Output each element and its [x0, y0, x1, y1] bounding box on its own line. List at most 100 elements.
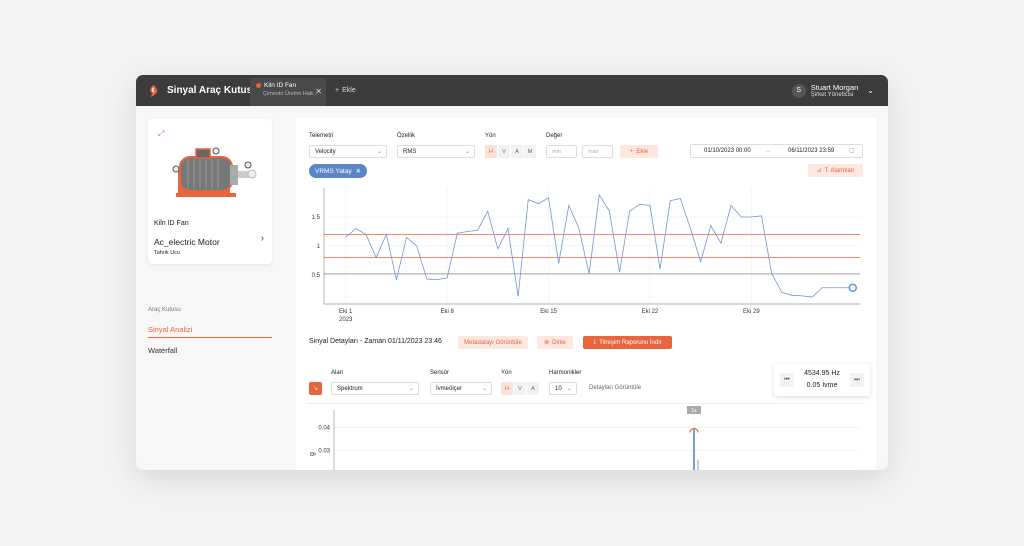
- area-label: Alan: [331, 370, 344, 376]
- tab-title: Kiln ID Fan: [264, 82, 297, 89]
- alarms-button[interactable]: ⊿ T. Alarmları: [808, 164, 863, 177]
- chevron-down-icon: ⌄: [481, 386, 487, 392]
- rms-trend-chart[interactable]: 0.5 1 1.5 Eki 1 2023 Eki 8 Eki 15 Eki 22 Eki 29: [306, 180, 871, 330]
- asset-sub: Tahrik Ucu: [154, 250, 180, 256]
- direction-h[interactable]: H: [485, 145, 497, 158]
- chevron-down-icon: ⌄: [464, 149, 470, 155]
- sensor-value: İvmeölçer: [436, 386, 463, 392]
- report-label: Titreşim Raporunu İndir: [599, 339, 662, 346]
- sidebar-item-waterfall[interactable]: Waterfall: [148, 346, 178, 355]
- area-value: Spektrum: [337, 386, 363, 392]
- metadata-button[interactable]: Metadatayı Görüntüle: [458, 336, 528, 349]
- x-tick-label: Eki 1: [339, 309, 353, 315]
- direction-m[interactable]: M: [524, 145, 536, 158]
- telemetry-select[interactable]: Velocity ⌄: [309, 145, 387, 158]
- last-point-marker: [848, 283, 858, 293]
- next-icon[interactable]: ⏭: [850, 373, 864, 387]
- close-icon[interactable]: ✕: [355, 168, 362, 175]
- close-circle-icon: ⊗: [544, 340, 550, 346]
- y-tick-label: 1.5: [312, 215, 321, 221]
- harmonics-label: Harmonikler: [549, 370, 582, 376]
- direction-toggle: H V A M: [485, 145, 536, 158]
- direction-h[interactable]: H: [501, 382, 513, 395]
- chevron-down-icon: ⌄: [376, 149, 382, 155]
- telemetry-label: Telemetri: [309, 133, 334, 139]
- min-input[interactable]: min: [546, 145, 577, 158]
- feature-select[interactable]: RMS ⌄: [397, 145, 475, 158]
- tab-kiln-id-fan[interactable]: Kiln ID Fan Çimento Üretim Hatt... ✕: [250, 78, 326, 106]
- add-filter-label: Ekle: [636, 148, 649, 155]
- max-input[interactable]: max: [582, 145, 613, 158]
- signal-details-title: Sinyal Detayları - Zaman 01/11/2023 23:4…: [309, 338, 442, 345]
- y-axis-label: g: [309, 452, 316, 456]
- feature-value: RMS: [403, 149, 417, 155]
- direction-v[interactable]: V: [498, 145, 510, 158]
- user-menu[interactable]: S Stuart Morgan Şirket Yöneticisi ⌄: [791, 75, 874, 106]
- main-panel: Telemetri Velocity ⌄ Özellik RMS ⌄ Yön H…: [296, 118, 876, 470]
- chart-icon: ⊿: [816, 168, 822, 174]
- listen-button[interactable]: ⊗ Dinle: [537, 336, 573, 349]
- sidebar-section-label: Araç Kutusu: [148, 307, 181, 313]
- user-name: Stuart Morgan: [810, 83, 859, 92]
- chevron-down-icon: ⌄: [566, 386, 572, 392]
- details-direction-label: Yön: [501, 370, 512, 376]
- telemetry-value: Velocity: [315, 149, 336, 155]
- expand-icon[interactable]: ⤢: [158, 129, 165, 138]
- date-end: 06/11/2023 23:59: [788, 148, 835, 154]
- close-icon[interactable]: ✕: [315, 87, 322, 96]
- date-range-picker[interactable]: 01/10/2023 00:00 → 06/11/2023 23:59 ▢: [690, 144, 863, 158]
- previous-icon[interactable]: ⏮: [780, 373, 794, 387]
- area-select[interactable]: Spektrum ⌄: [331, 382, 419, 395]
- asset-card[interactable]: ⤢ Kiln ID Fan Ac_electric Motor: [148, 119, 272, 264]
- view-details-link[interactable]: Detayları Görüntüle: [589, 385, 642, 391]
- frequency-readout: ⏮ 4534.95 Hz 0.05 İvme ⏭: [774, 364, 870, 396]
- value-label: Değer: [546, 133, 563, 139]
- series-line: [345, 193, 853, 298]
- y-tick-label: 1: [317, 244, 321, 250]
- series-chip[interactable]: VRMS Yatay ✕: [309, 164, 368, 178]
- brand[interactable]: Sinyal Araç Kutusu: [148, 75, 258, 106]
- add-tab-label: Ekle: [342, 87, 356, 94]
- add-filter-button[interactable]: + Ekle: [620, 145, 658, 158]
- details-direction-toggle: H V A: [501, 382, 539, 395]
- harmonics-value: 10: [555, 386, 562, 392]
- divider: [306, 403, 864, 404]
- direction-a[interactable]: A: [527, 382, 539, 395]
- listen-label: Dinle: [552, 339, 566, 346]
- chevron-down-icon: ⌄: [408, 386, 414, 392]
- spectrum-chart[interactable]: 0.03 0.04 g 1x: [306, 406, 871, 470]
- asset-name: Kiln ID Fan: [154, 220, 189, 227]
- direction-label: Yön: [485, 133, 496, 139]
- sensor-select[interactable]: İvmeölçer ⌄: [430, 382, 492, 395]
- tool-icon[interactable]: ↘: [309, 382, 322, 395]
- amplitude-value: 0.05 İvme: [806, 382, 838, 389]
- direction-a[interactable]: A: [511, 145, 523, 158]
- alarms-label: T. Alarmları: [824, 167, 855, 174]
- top-bar: Sinyal Araç Kutusu Kiln ID Fan Çimento Ü…: [136, 75, 888, 106]
- sidebar-item-sinyal-analizi[interactable]: Sinyal Analizi: [148, 325, 272, 338]
- user-role: Şirket Yöneticisi: [810, 92, 854, 98]
- plus-icon: +: [335, 87, 340, 94]
- motor-icon: [172, 147, 257, 197]
- marker-label: 1x: [691, 408, 697, 414]
- feature-label: Özellik: [397, 133, 416, 139]
- direction-v[interactable]: V: [514, 382, 526, 395]
- chevron-down-icon[interactable]: ⌄: [867, 86, 874, 95]
- x-tick-label: Eki 15: [540, 309, 557, 315]
- y-tick-label: 0.5: [312, 273, 321, 279]
- download-report-button[interactable]: ⤓ Titreşim Raporunu İndir: [583, 336, 672, 349]
- harmonic-marker: [689, 427, 699, 433]
- asset-type: Ac_electric Motor: [154, 237, 220, 247]
- sensor-label: Sensör: [430, 370, 450, 376]
- harmonics-select[interactable]: 10 ⌄: [549, 382, 577, 395]
- download-icon: ⤓: [593, 339, 597, 345]
- x-tick-label: Eki 22: [642, 309, 659, 315]
- status-dot-icon: [256, 83, 261, 88]
- add-tab-button[interactable]: + Ekle: [335, 75, 356, 106]
- chevron-right-icon[interactable]: ›: [260, 233, 264, 244]
- app-title: Sinyal Araç Kutusu: [167, 85, 259, 96]
- frequency-value: 4534.95 Hz: [804, 370, 840, 377]
- y-tick-label: 0.04: [318, 425, 330, 431]
- app-window: Sinyal Araç Kutusu Kiln ID Fan Çimento Ü…: [136, 75, 888, 470]
- tab-subtitle: Çimento Üretim Hatt...: [263, 91, 318, 97]
